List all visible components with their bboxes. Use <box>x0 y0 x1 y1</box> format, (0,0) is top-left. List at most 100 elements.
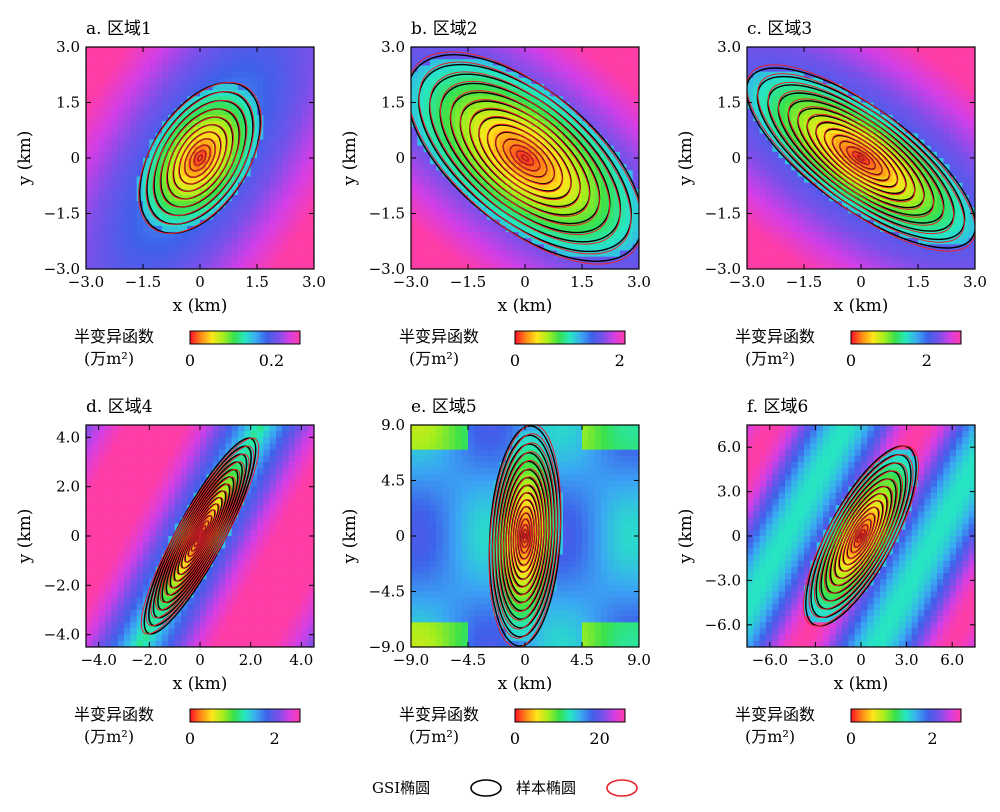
heatmap-cell <box>124 182 131 190</box>
heatmap-cell <box>937 47 944 54</box>
heatmap-cell <box>455 170 463 178</box>
heatmap-cell <box>512 176 520 184</box>
heatmap-cell <box>136 170 144 178</box>
heatmap-cell <box>301 65 309 73</box>
heatmap-cell <box>149 523 157 531</box>
y-tick-label: 1.5 <box>717 94 741 112</box>
sample-ellipse <box>145 91 255 225</box>
heatmap-cell <box>162 176 169 184</box>
heatmap-cell <box>130 195 138 202</box>
heatmap-cell <box>98 492 106 500</box>
heatmap-cell <box>956 207 963 215</box>
heatmap-cell <box>411 188 418 196</box>
heatmap-cell <box>200 640 207 647</box>
heatmap-cell <box>918 127 925 134</box>
heatmap-cell <box>263 176 271 184</box>
heatmap-cell <box>117 573 125 580</box>
heatmap-cell <box>823 158 830 165</box>
heatmap-cell <box>766 176 773 184</box>
heatmap-cell <box>436 84 444 91</box>
heatmap-cell <box>276 244 283 252</box>
heatmap-cell <box>753 145 761 153</box>
heatmap-cell <box>842 121 849 128</box>
heatmap-cell <box>537 151 545 159</box>
heatmap-cell <box>86 542 93 549</box>
heatmap-cell <box>873 244 881 252</box>
heatmap-cell <box>607 71 615 79</box>
heatmap-cell <box>307 164 314 171</box>
heatmap-cell <box>301 201 309 208</box>
heatmap-cell <box>772 65 780 73</box>
heatmap-cell <box>238 579 245 586</box>
heatmap-cell <box>130 560 138 568</box>
heatmap-cell <box>430 53 437 60</box>
heatmap-cell <box>98 244 106 252</box>
heatmap-cell <box>423 71 431 79</box>
heatmap-cell <box>92 610 100 617</box>
heatmap-cell <box>810 71 818 79</box>
heatmap-cell <box>867 59 875 67</box>
heatmap-cell <box>231 256 239 264</box>
heatmap-cell <box>105 102 112 110</box>
heatmap-cell <box>282 158 290 165</box>
heatmap-cell <box>449 213 456 221</box>
heatmap-cell <box>295 114 302 122</box>
heatmap-cell <box>130 634 138 642</box>
heatmap-cell <box>632 114 639 122</box>
heatmap-cell <box>117 213 125 221</box>
x-tick-label: 3.0 <box>627 273 651 291</box>
heatmap-cell <box>861 47 868 54</box>
heatmap-cell <box>206 591 214 599</box>
heatmap-cell <box>816 47 824 54</box>
heatmap-cell <box>499 108 507 116</box>
heatmap-cell <box>168 244 176 252</box>
heatmap-cell <box>563 145 570 153</box>
heatmap-cell <box>772 225 780 233</box>
heatmap-cell <box>778 77 786 85</box>
heatmap-cell <box>143 579 150 586</box>
heatmap-cell <box>219 634 226 642</box>
heatmap-cell <box>468 127 475 134</box>
heatmap-cell <box>174 511 182 519</box>
heatmap-cell <box>282 127 290 134</box>
heatmap-cell <box>143 511 150 519</box>
heatmap-cell <box>111 201 119 208</box>
heatmap-cell <box>181 634 188 642</box>
heatmap-cell <box>430 170 437 178</box>
heatmap-cell <box>949 139 957 147</box>
heatmap-cell <box>468 145 475 153</box>
heatmap-cell <box>117 71 125 79</box>
heatmap-cell <box>130 232 138 239</box>
heatmap-cell <box>588 151 596 159</box>
heatmap-cell <box>282 244 290 252</box>
heatmap-cell <box>276 84 283 91</box>
heatmap-cell <box>899 77 906 85</box>
heatmap-cell <box>823 256 830 264</box>
heatmap-cell <box>130 127 138 134</box>
heatmap-cell <box>753 90 761 97</box>
heatmap-cell <box>791 133 799 141</box>
heatmap-cell <box>219 640 226 647</box>
heatmap-cell <box>225 164 233 171</box>
heatmap-cell <box>162 536 169 543</box>
heatmap-cell <box>193 238 201 245</box>
heatmap-cell <box>956 121 963 128</box>
heatmap-cell <box>499 188 507 196</box>
heatmap-cell <box>772 213 780 221</box>
heatmap-cell <box>854 71 862 79</box>
heatmap-cell <box>899 201 906 208</box>
heatmap-cell <box>136 151 144 159</box>
heatmap-cell <box>92 616 100 623</box>
heatmap-cell <box>219 53 226 60</box>
heatmap-cell <box>474 121 482 128</box>
heatmap-cell <box>778 145 786 153</box>
heatmap-cell <box>854 244 862 252</box>
heatmap-cell <box>301 182 309 190</box>
heatmap-cell <box>842 225 849 233</box>
heatmap-cell <box>219 102 226 110</box>
heatmap-cell <box>594 90 602 97</box>
heatmap-cell <box>212 560 220 568</box>
heatmap-cell <box>544 225 551 233</box>
heatmap-cell <box>250 219 258 227</box>
heatmap-cell <box>187 480 195 488</box>
